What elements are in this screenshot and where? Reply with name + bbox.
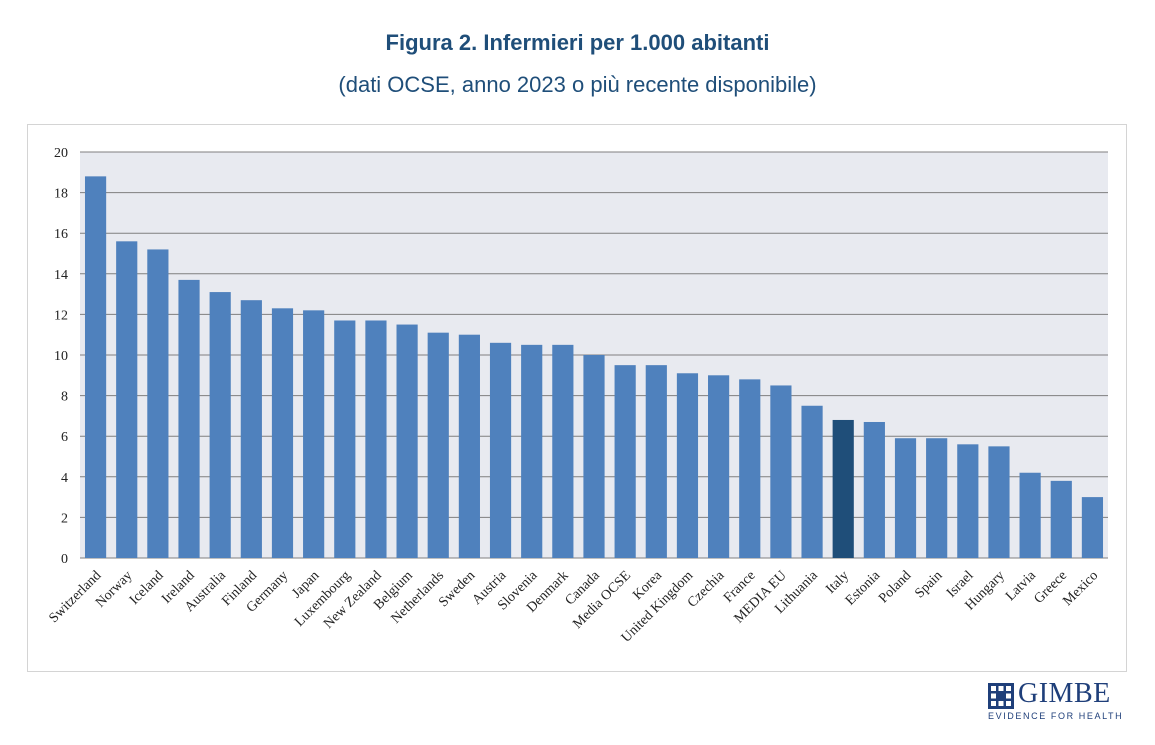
y-tick-label: 0 (61, 552, 68, 567)
bar (1050, 480, 1072, 558)
bar (926, 438, 948, 558)
logo-name: GIMBE (1018, 678, 1111, 709)
bar (645, 365, 667, 558)
bar (489, 342, 512, 558)
chart-title: Figura 2. Infermieri per 1.000 abitanti (385, 30, 770, 55)
bar (832, 419, 854, 558)
bar (894, 438, 917, 558)
gimbe-logo: GIMBE EVIDENCE FOR HEALTH (988, 678, 1128, 722)
bar (240, 300, 262, 558)
bar (552, 344, 574, 558)
bar (209, 292, 231, 558)
bar (116, 241, 138, 558)
bar (521, 344, 543, 558)
bar (1019, 472, 1041, 558)
y-tick-label: 14 (54, 268, 68, 283)
bar (957, 444, 979, 558)
bar (334, 320, 356, 558)
bar (988, 446, 1010, 558)
bar (739, 379, 761, 558)
bar (84, 176, 107, 559)
y-tick-label: 6 (61, 430, 68, 445)
bar (676, 373, 699, 558)
y-tick-label: 10 (54, 349, 68, 364)
gimbe-logo-icon (988, 683, 1014, 709)
y-tick-label: 18 (54, 187, 68, 202)
bar (271, 308, 294, 558)
bar (614, 365, 636, 558)
y-tick-label: 8 (61, 390, 68, 405)
bar (1081, 497, 1104, 558)
bar (365, 320, 387, 558)
bar (583, 355, 605, 558)
x-tick-label: Estonia (843, 568, 884, 609)
bar-chart: 02468101214161820SwitzerlandNorwayIcelan… (47, 146, 1108, 646)
bar (863, 421, 885, 558)
bar (801, 405, 823, 558)
bar (708, 375, 730, 558)
y-tick-label: 16 (54, 227, 68, 242)
bar (147, 249, 169, 558)
bar (770, 385, 792, 558)
x-tick-label: Spain (912, 568, 945, 601)
y-tick-label: 20 (54, 146, 68, 161)
bar (458, 334, 480, 558)
bar (303, 310, 325, 558)
x-tick-label: Mexico (1060, 568, 1101, 609)
bar (178, 279, 200, 558)
bar (427, 332, 449, 558)
bar (396, 324, 418, 558)
y-tick-label: 4 (61, 471, 68, 486)
x-tick-label: Poland (876, 568, 914, 606)
logo-tagline: EVIDENCE FOR HEALTH (988, 711, 1124, 721)
y-tick-label: 12 (54, 308, 68, 323)
chart-frame: 0 2 4 6 8 10 12 14 16 18 20 Switzerland Norway Icelan… (27, 124, 1127, 672)
chart-subtitle: (dati OCSE, anno 2023 o più recente disp… (338, 72, 817, 97)
y-tick-label: 2 (61, 511, 68, 526)
x-tick-label: Iceland (127, 568, 167, 608)
